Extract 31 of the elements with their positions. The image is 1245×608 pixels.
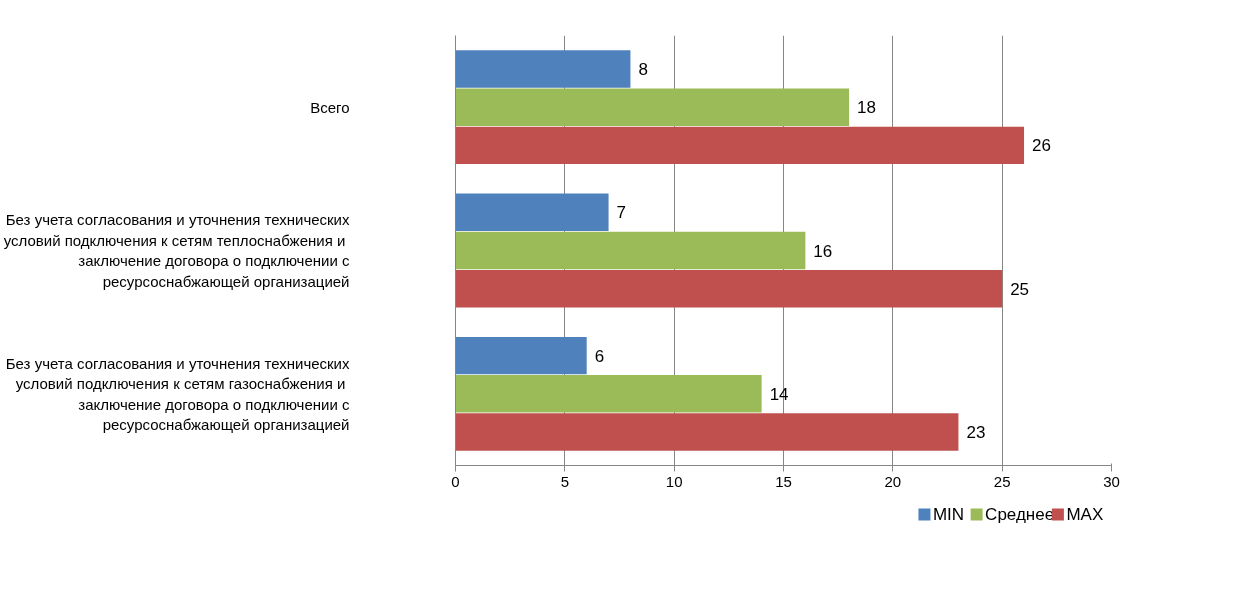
data-label: 16 (813, 241, 833, 261)
bar (455, 231, 806, 270)
data-label: 23 (966, 423, 986, 443)
y-tick-label: Без учета согласования и уточнения технических условий подключения к сетям теплоснабжения и заключение договора о подключении с ресурсоснабжающей организацией (3, 211, 350, 290)
legend-label: MAX (1066, 505, 1104, 524)
y-tick-label: Всего (310, 98, 350, 116)
data-label: 7 (616, 203, 627, 223)
data-label: 26 (1032, 136, 1051, 156)
legend-label: Среднее (985, 505, 1055, 524)
bar (455, 126, 1025, 165)
legend-label: MIN (932, 505, 965, 524)
bar (455, 336, 587, 375)
data-label: 25 (1010, 279, 1030, 299)
x-tick-label: 20 (884, 472, 902, 490)
bar (455, 413, 959, 451)
bar (455, 375, 762, 413)
x-tick-label: 5 (560, 472, 570, 490)
data-label: 18 (857, 98, 877, 118)
y-tick-label: Без учета согласования и уточнения технических условий подключения к сетям газоснабжения и заключение договора о подключении с ресурсоснабжающей организацией (5, 354, 350, 433)
x-tick-label: 30 (1103, 472, 1120, 490)
bar (455, 193, 609, 232)
bar (455, 50, 631, 88)
bar (455, 269, 1003, 308)
x-tick-label: 10 (665, 472, 683, 490)
data-label: 8 (638, 59, 648, 79)
data-label: 6 (594, 346, 605, 366)
bar (455, 88, 850, 126)
data-label: 14 (769, 384, 789, 404)
x-tick-label: 0 (451, 472, 460, 490)
x-tick-label: 25 (993, 472, 1011, 490)
x-tick-label: 15 (775, 472, 792, 490)
